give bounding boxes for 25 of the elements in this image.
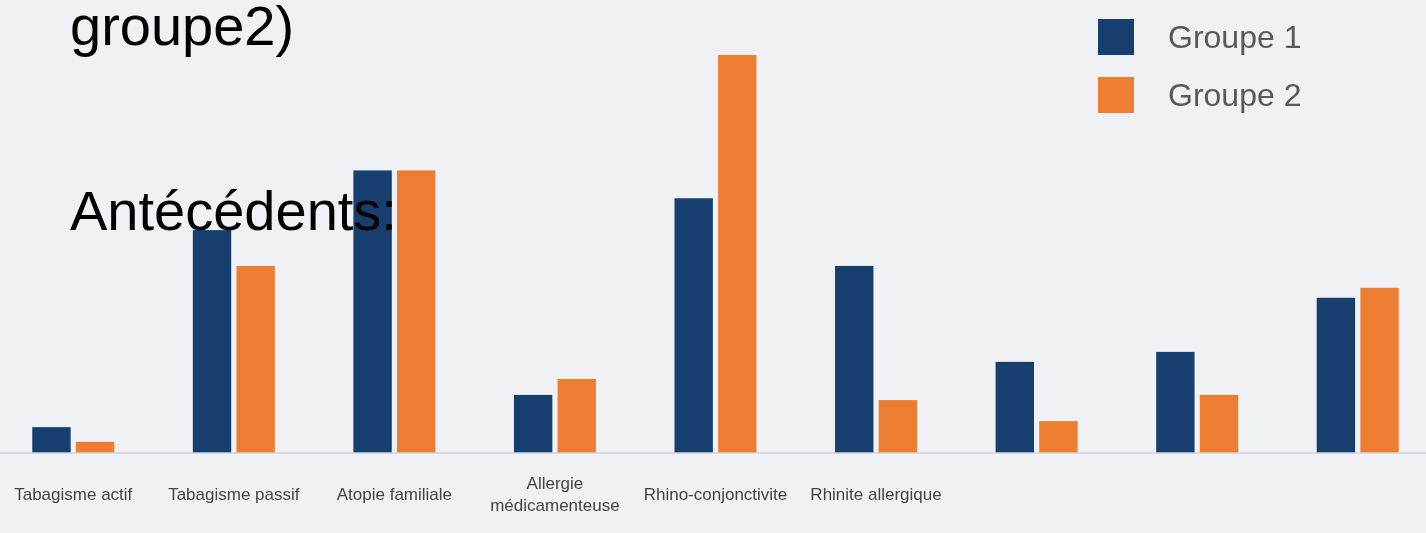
bar bbox=[878, 400, 918, 453]
bar bbox=[397, 170, 436, 453]
bar bbox=[1199, 394, 1239, 453]
x-tick-label: Tabagisme passif bbox=[168, 485, 300, 504]
bar bbox=[192, 230, 232, 453]
x-tick-label: Tabagisme actif bbox=[14, 485, 133, 504]
bar bbox=[835, 265, 874, 453]
bar bbox=[1039, 421, 1078, 453]
chart-title: groupe2) bbox=[70, 0, 295, 57]
x-tick-label: Rhinite allergique bbox=[810, 485, 942, 504]
legend-label: Groupe 2 bbox=[1168, 77, 1302, 113]
bar bbox=[718, 55, 757, 453]
bar bbox=[236, 265, 275, 453]
bar bbox=[32, 427, 71, 453]
bar bbox=[557, 378, 596, 453]
bar bbox=[674, 198, 713, 453]
bar bbox=[1156, 351, 1195, 453]
bar bbox=[995, 361, 1034, 453]
bar bbox=[513, 394, 553, 453]
legend-label: Groupe 1 bbox=[1168, 19, 1302, 55]
x-tick-label: Rhino-conjonctivite bbox=[643, 485, 788, 504]
bar bbox=[1316, 297, 1356, 453]
x-tick-label: Allergie médicamenteuse bbox=[490, 474, 620, 515]
x-tick-label: Atopie familiale bbox=[336, 485, 453, 504]
bar bbox=[1360, 287, 1399, 453]
